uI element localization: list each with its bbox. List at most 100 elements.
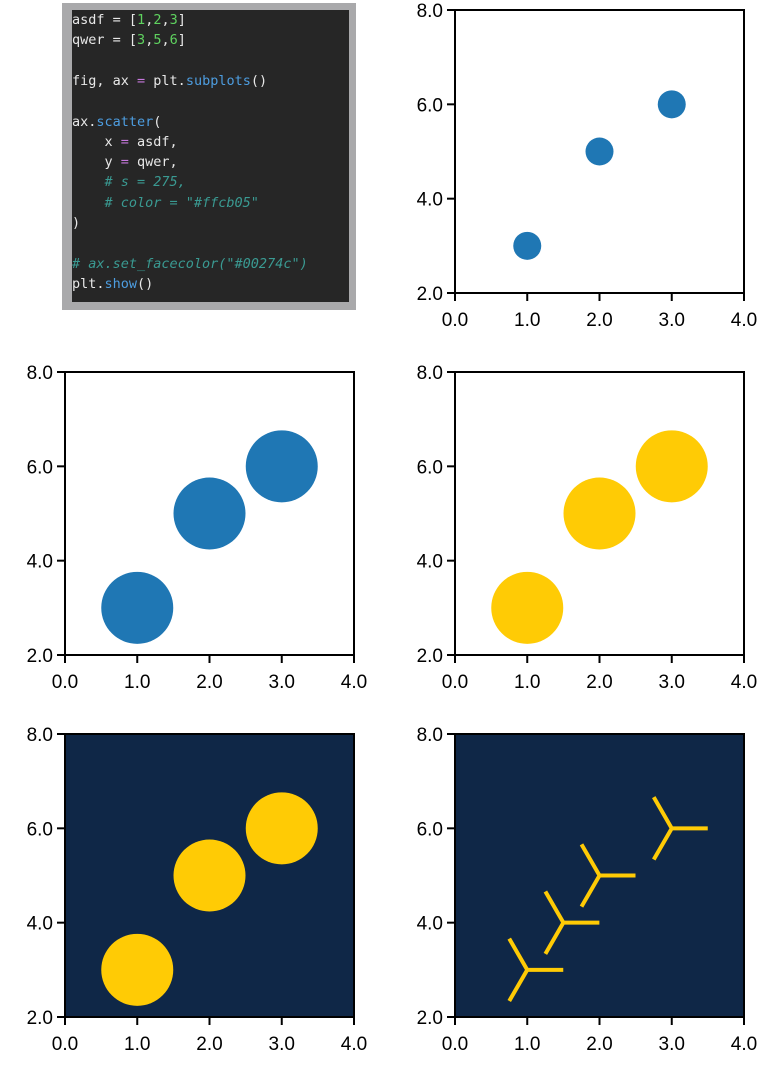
x-tick-label: 4.0: [341, 1034, 367, 1055]
scatter-point: [579, 843, 636, 908]
x-tick-label: 1.0: [514, 672, 540, 693]
code-line: asdf = [1,2,3]: [72, 11, 186, 29]
code-token: ]: [177, 32, 186, 49]
code-line: # color = "#ffcb05": [72, 194, 259, 212]
scatter-point: [173, 477, 246, 550]
code-token: # s = 275,: [72, 174, 186, 191]
y-tick-label: 6.0: [27, 819, 53, 840]
scatter-point: [101, 933, 174, 1006]
code-token: # ax.set_facecolor("#00274c"): [72, 255, 308, 272]
code-token: (): [137, 275, 154, 292]
x-tick-label: 0.0: [52, 1034, 78, 1055]
scatter-point: [563, 477, 636, 550]
x-tick-label: 0.0: [442, 1034, 468, 1055]
code-token: x: [72, 133, 121, 150]
code-token: show: [104, 275, 138, 292]
scatter-panel: 0.0 1.0 2.0 3.0 4.0 2.0 4.0 6.0 8.0: [27, 725, 368, 1055]
code-token: ,: [145, 32, 154, 49]
code-token: qwer,: [128, 154, 178, 171]
code-token: ax.: [72, 113, 97, 130]
scatter-point: [652, 796, 708, 861]
x-tick-label: 1.0: [514, 1034, 540, 1055]
scatter-point: [543, 890, 600, 955]
scatter-point: [585, 137, 614, 166]
code-token: 6: [169, 32, 178, 49]
scatter-panel: 0.0 1.0 2.0 3.0 4.0 2.0 4.0 6.0 8.0: [417, 725, 758, 1055]
y-tick-label: 4.0: [417, 914, 443, 935]
y-tick-label: 6.0: [27, 457, 53, 478]
code-editor: asdf = [1,2,3] qwer = [3,5,6] fig, ax = pl…: [72, 10, 349, 302]
scatter-point: [173, 839, 246, 912]
y-tick-label: 2.0: [27, 646, 53, 667]
scatter-point: [245, 430, 318, 503]
code-token: =: [120, 133, 129, 150]
code-line: x = asdf,: [72, 133, 178, 151]
code-token: 3: [137, 32, 146, 49]
code-token: [: [128, 12, 138, 28]
code-token: (: [153, 113, 162, 130]
scatter-point: [657, 90, 686, 119]
code-token: ,: [161, 32, 170, 49]
x-tick-label: 1.0: [124, 672, 150, 693]
code-token: plt.: [72, 275, 105, 292]
code-line: plt.show(): [72, 275, 153, 293]
code-token: (): [250, 72, 268, 89]
code-line: fig, ax = plt.subplots(): [72, 72, 267, 90]
code-token: =: [137, 72, 146, 89]
code-token: ,: [145, 12, 154, 28]
code-token: asdf =: [72, 12, 129, 28]
code-line: y = qwer,: [72, 153, 178, 171]
x-tick-label: 2.0: [586, 672, 612, 693]
y-tick-label: 4.0: [27, 552, 53, 573]
scatter-panel: 0.0 1.0 2.0 3.0 4.0 2.0 4.0 6.0 8.0: [27, 363, 368, 693]
x-tick-label: 2.0: [586, 1034, 612, 1055]
x-tick-label: 4.0: [341, 672, 367, 693]
y-tick-label: 4.0: [27, 914, 53, 935]
x-tick-label: 4.0: [731, 672, 757, 693]
code-token: fig, ax: [72, 72, 138, 89]
x-tick-label: 0.0: [442, 672, 468, 693]
scatter-point: [245, 792, 318, 865]
y-tick-label: 2.0: [27, 1008, 53, 1029]
code-token: [: [128, 32, 138, 49]
code-token: 1: [137, 12, 146, 28]
code-token: # color = "#ffcb05": [72, 194, 259, 211]
code-line: ): [72, 214, 80, 232]
x-tick-label: 2.0: [196, 1034, 222, 1055]
x-tick-label: 4.0: [731, 310, 757, 331]
code-token: scatter: [96, 113, 154, 130]
code-token: ]: [177, 12, 186, 28]
x-tick-label: 1.0: [514, 310, 540, 331]
code-token: qwer =: [72, 32, 129, 49]
y-tick-label: 8.0: [27, 363, 53, 384]
code-token: plt.: [145, 72, 186, 89]
y-tick-label: 6.0: [417, 95, 443, 116]
scatter-point: [513, 231, 542, 260]
scatter-point: [635, 430, 708, 503]
scatter-panel: 0.0 1.0 2.0 3.0 4.0 2.0 4.0 6.0 8.0: [417, 1, 758, 331]
scatter-panel: 0.0 1.0 2.0 3.0 4.0 2.0 4.0 6.0 8.0: [417, 363, 758, 693]
code-line: ax.scatter(: [72, 113, 161, 131]
code-token: subplots: [185, 72, 251, 89]
x-tick-label: 0.0: [442, 310, 468, 331]
scatter-point: [507, 937, 564, 1003]
y-tick-label: 4.0: [417, 190, 443, 211]
x-tick-label: 3.0: [269, 672, 295, 693]
code-token: =: [120, 154, 129, 171]
y-tick-label: 8.0: [417, 1, 443, 22]
x-tick-label: 2.0: [586, 310, 612, 331]
code-token: asdf,: [128, 133, 178, 150]
y-tick-label: 2.0: [417, 1008, 443, 1029]
code-line: # s = 275,: [72, 173, 186, 191]
code-token: ,: [161, 12, 170, 28]
y-tick-label: 8.0: [417, 363, 443, 384]
code-token: y: [72, 154, 121, 171]
code-panel: asdf = [1,2,3] qwer = [3,5,6] fig, ax = pl…: [62, 3, 356, 310]
code-line: qwer = [3,5,6]: [72, 31, 186, 49]
y-tick-label: 6.0: [417, 819, 443, 840]
x-tick-label: 4.0: [731, 1034, 757, 1055]
scatter-point: [491, 571, 564, 644]
code-line: # ax.set_facecolor("#00274c"): [72, 255, 308, 273]
code-token: ): [72, 215, 81, 231]
x-tick-label: 0.0: [52, 672, 78, 693]
